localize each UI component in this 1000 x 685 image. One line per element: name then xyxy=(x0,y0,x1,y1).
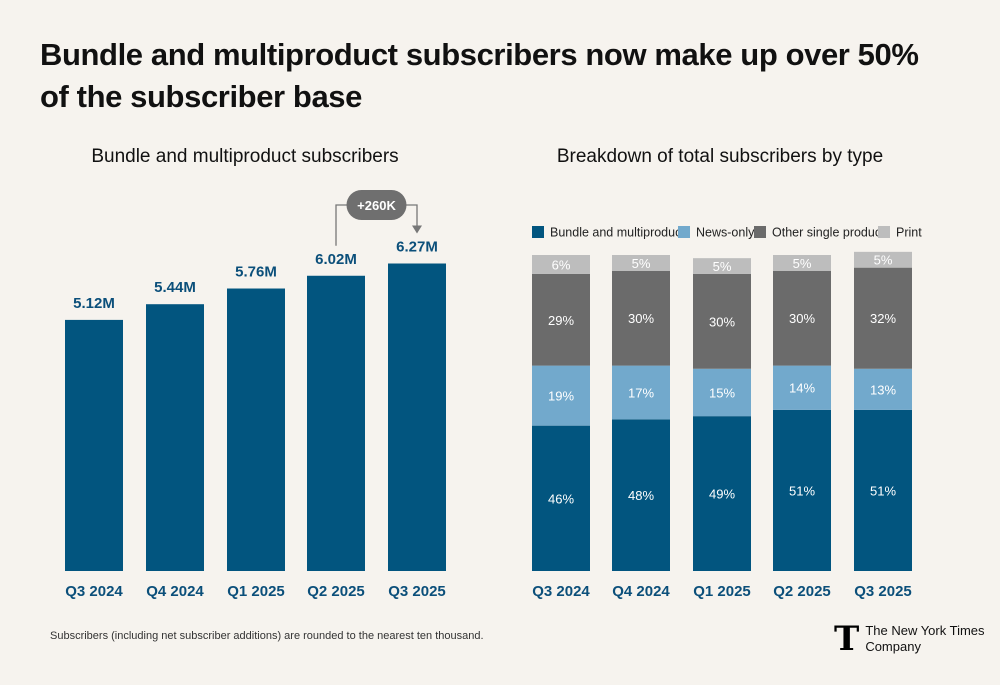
bundle-x-tick-0: Q3 2024 xyxy=(65,583,123,600)
bundle-bar-0 xyxy=(65,319,123,571)
stack-value-label-1-1: 17% xyxy=(628,385,654,400)
stack-segment-2-3 xyxy=(773,270,831,366)
legend-label-1: News-only xyxy=(696,226,755,240)
bundle-value-label-0: 5.12M xyxy=(73,295,115,312)
stack-value-label-2-3: 30% xyxy=(789,311,815,326)
breakdown-x-tick-3: Q2 2025 xyxy=(773,583,831,600)
growth-badge xyxy=(346,190,407,220)
stack-segment-1-1 xyxy=(612,365,670,420)
stack-value-label-2-4: 32% xyxy=(870,311,896,326)
stack-segment-0-3 xyxy=(773,409,831,571)
stack-segment-1-0 xyxy=(532,365,590,426)
bundle-subscribers-chart: 5.12M Q3 2024 5.44M Q4 2024 5.76M Q1 2025 6.02… xyxy=(65,190,446,600)
stack-segment-0-1 xyxy=(612,419,670,571)
stack-segment-0-2 xyxy=(693,416,751,571)
bundle-bar-3 xyxy=(307,275,365,571)
bundle-x-tick-3: Q2 2025 xyxy=(307,583,365,600)
breakdown-x-tick-4: Q3 2025 xyxy=(854,583,912,600)
bundle-bar-4 xyxy=(388,263,446,571)
stack-segment-3-0 xyxy=(532,255,590,274)
logo-wordmark: The New York Times Company xyxy=(865,623,984,655)
stack-segment-3-1 xyxy=(612,255,670,271)
stack-value-label-0-4: 51% xyxy=(870,483,896,498)
stack-segment-3-2 xyxy=(693,258,751,274)
stack-value-label-0-3: 51% xyxy=(789,483,815,498)
legend-label-0: Bundle and multiproduct xyxy=(550,226,685,240)
stack-value-label-0-2: 49% xyxy=(709,487,735,502)
right-chart-title: Breakdown of total subscribers by type xyxy=(556,146,884,167)
footnote: Subscribers (including net subscriber ad… xyxy=(50,630,484,642)
growth-arrowhead-icon xyxy=(412,225,422,234)
stack-segment-3-3 xyxy=(773,255,831,271)
stack-segment-3-4 xyxy=(854,251,912,268)
growth-badge-label: +260K xyxy=(357,198,396,213)
legend-swatch-0 xyxy=(532,226,544,238)
nyt-t-logo-icon: T xyxy=(834,619,860,659)
stack-value-label-1-4: 13% xyxy=(870,382,896,397)
stack-segment-1-4 xyxy=(854,368,912,410)
bundle-x-tick-2: Q1 2025 xyxy=(227,583,285,600)
legend-swatch-1 xyxy=(678,226,690,238)
legend-swatch-2 xyxy=(754,226,766,238)
stack-segment-1-3 xyxy=(773,365,831,410)
stack-value-label-2-1: 30% xyxy=(628,311,654,326)
stack-segment-2-4 xyxy=(854,267,912,369)
nyt-logo: T The New York Times Company xyxy=(834,619,985,659)
legend-swatch-3 xyxy=(878,226,890,238)
stack-segment-2-1 xyxy=(612,270,670,366)
bundle-value-label-3: 6.02M xyxy=(315,251,357,268)
bundle-bar-2 xyxy=(227,288,285,571)
breakdown-x-tick-2: Q1 2025 xyxy=(693,583,751,600)
stack-value-label-3-4: 5% xyxy=(874,253,893,268)
stack-value-label-0-0: 46% xyxy=(548,491,574,506)
stack-segment-2-0 xyxy=(532,273,590,366)
bundle-x-tick-4: Q3 2025 xyxy=(388,583,446,600)
breakdown-x-tick-1: Q4 2024 xyxy=(612,583,670,600)
stack-segment-1-2 xyxy=(693,368,751,417)
stack-value-label-3-1: 5% xyxy=(632,256,651,271)
page-title: Bundle and multiproduct subscribers now … xyxy=(40,37,919,114)
legend-label-2: Other single product xyxy=(772,226,885,240)
stack-segment-0-4 xyxy=(854,409,912,571)
stack-value-label-2-2: 30% xyxy=(709,314,735,329)
stack-value-label-1-2: 15% xyxy=(709,385,735,400)
stack-segment-0-0 xyxy=(532,425,590,571)
stack-value-label-3-3: 5% xyxy=(793,256,812,271)
bundle-value-label-4: 6.27M xyxy=(396,239,438,256)
bundle-bar-1 xyxy=(146,304,204,571)
legend-label-3: Print xyxy=(896,226,922,240)
bundle-value-label-2: 5.76M xyxy=(235,264,277,281)
logo-line-2: Company xyxy=(865,639,921,654)
stack-value-label-1-0: 19% xyxy=(548,389,574,404)
bundle-value-label-1: 5.44M xyxy=(154,279,196,296)
breakdown-x-tick-0: Q3 2024 xyxy=(532,583,590,600)
left-chart-title: Bundle and multiproduct subscribers xyxy=(91,146,399,167)
subscriber-breakdown-chart: 46% 19% 29% 6% Q3 2024 48% 17% 30% 5% Q4 2024 49% 1… xyxy=(532,226,922,600)
stack-value-label-0-1: 48% xyxy=(628,488,654,503)
logo-line-1: The New York Times xyxy=(865,623,985,638)
bundle-x-tick-1: Q4 2024 xyxy=(146,583,204,600)
stack-segment-2-2 xyxy=(693,273,751,369)
stack-value-label-3-2: 5% xyxy=(713,259,732,274)
stack-value-label-2-0: 29% xyxy=(548,313,574,328)
stack-value-label-3-0: 6% xyxy=(552,257,571,272)
stack-value-label-1-3: 14% xyxy=(789,381,815,396)
